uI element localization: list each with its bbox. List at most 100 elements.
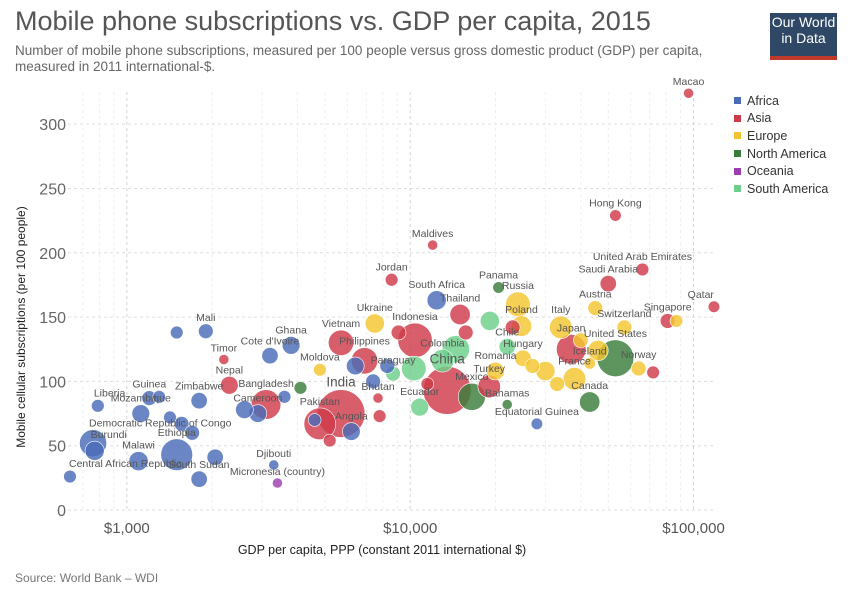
point-label: Italy [551, 304, 571, 316]
point-label: Panama [479, 270, 518, 282]
data-point [163, 410, 177, 425]
data-point [268, 459, 280, 471]
point-label: Cote d'Ivoire [241, 335, 300, 347]
point-label: Maldives [412, 228, 453, 240]
legend-swatch [734, 150, 741, 158]
data-point [346, 356, 365, 376]
data-point [190, 392, 208, 410]
legend-item[interactable]: North America [734, 145, 828, 163]
legend-label: North America [747, 146, 827, 161]
data-point [328, 329, 355, 356]
data-point [379, 358, 395, 374]
point-label: Micronesia (country) [230, 466, 325, 478]
data-point [372, 409, 387, 423]
legend-label: Oceania [747, 164, 794, 179]
legend-swatch [734, 185, 741, 193]
y-tick-label: 300 [39, 117, 66, 134]
legend-item[interactable]: Asia [734, 110, 828, 128]
legend: Africa Asia Europe North America Oceania Sout… [734, 92, 828, 198]
point-label: Nepal [216, 364, 243, 376]
point-label: Romania [474, 350, 516, 362]
point-label: Norway [621, 349, 657, 361]
data-point [152, 390, 166, 404]
data-point [364, 313, 385, 334]
point-label: Moldova [300, 351, 340, 363]
point-label: Bangladesh [238, 378, 294, 390]
point-label: South Sudan [169, 459, 230, 471]
y-tick-label: 200 [39, 246, 66, 263]
data-point [616, 319, 633, 336]
point-label: Malawi [122, 440, 155, 452]
point-label: Bahamas [485, 387, 529, 399]
source-note: Source: World Bank – WDI [15, 571, 159, 585]
data-point [479, 311, 500, 331]
data-point [609, 209, 622, 222]
legend-item[interactable]: South America [734, 180, 828, 198]
data-point [160, 438, 193, 471]
data-point [128, 451, 149, 472]
data-point [220, 376, 239, 395]
point-label: Philippines [339, 336, 390, 348]
data-point [323, 433, 337, 448]
point-label: Singapore [644, 302, 692, 314]
point-label: Ghana [275, 324, 307, 336]
data-point [365, 373, 381, 390]
legend-item[interactable]: Europe [734, 127, 828, 145]
data-point [498, 338, 516, 356]
point-label: Democratic Republic of Congo [89, 418, 232, 430]
data-point [427, 239, 439, 251]
legend-label: South America [747, 181, 829, 196]
data-point [549, 315, 573, 339]
point-label: Timor [211, 342, 238, 354]
legend-item[interactable]: Oceania [734, 162, 828, 180]
data-point [420, 377, 435, 391]
owid-logo[interactable]: Our World in Data [770, 13, 837, 60]
point-label: Burundi [91, 429, 127, 441]
point-label: Poland [505, 304, 538, 316]
data-point [486, 361, 505, 381]
point-label: Cameroon [233, 393, 282, 405]
point-label: Equatorial Guinea [495, 406, 579, 418]
data-point [91, 399, 105, 413]
data-point [426, 290, 447, 311]
point-label: Hong Kong [589, 198, 642, 210]
data-point [599, 275, 617, 293]
y-tick-label: 250 [39, 181, 66, 198]
data-point [583, 357, 596, 370]
point-label: Macao [673, 76, 705, 88]
chart-subtitle: Number of mobile phone subscriptions, me… [15, 43, 703, 74]
data-point [173, 416, 190, 432]
data-point [218, 354, 230, 365]
data-point [430, 349, 455, 373]
point-label: Bhutan [361, 381, 394, 393]
x-tick-label: $10,000 [383, 520, 437, 537]
legend-item[interactable]: Africa [734, 92, 828, 110]
data-point [84, 440, 105, 461]
point-label: Paraguay [371, 354, 417, 366]
logo-line-2: in Data [781, 30, 826, 46]
data-point [587, 300, 603, 316]
data-point [307, 413, 322, 427]
data-point [390, 324, 407, 341]
data-point [573, 332, 589, 348]
point-label: Russia [502, 280, 534, 292]
y-tick-label: 150 [39, 310, 66, 327]
data-point [131, 404, 150, 423]
data-point [198, 323, 214, 339]
data-point [293, 381, 308, 395]
point-label: Pakistan [300, 396, 340, 408]
data-point [630, 360, 647, 377]
data-point [587, 340, 609, 362]
data-point [501, 399, 513, 410]
point-label: Liberia [94, 387, 126, 399]
x-tick-label: $1,000 [104, 520, 150, 537]
legend-swatch [734, 167, 741, 175]
chart-title: Mobile phone subscriptions vs. GDP per c… [15, 6, 651, 36]
legend-swatch [734, 114, 741, 122]
legend-label: Europe [747, 128, 788, 143]
data-point [235, 400, 254, 419]
point-label: Saudi Arabia [578, 263, 638, 275]
data-point [170, 325, 184, 340]
data-point [707, 300, 721, 313]
point-label: Ecuador [400, 386, 440, 398]
